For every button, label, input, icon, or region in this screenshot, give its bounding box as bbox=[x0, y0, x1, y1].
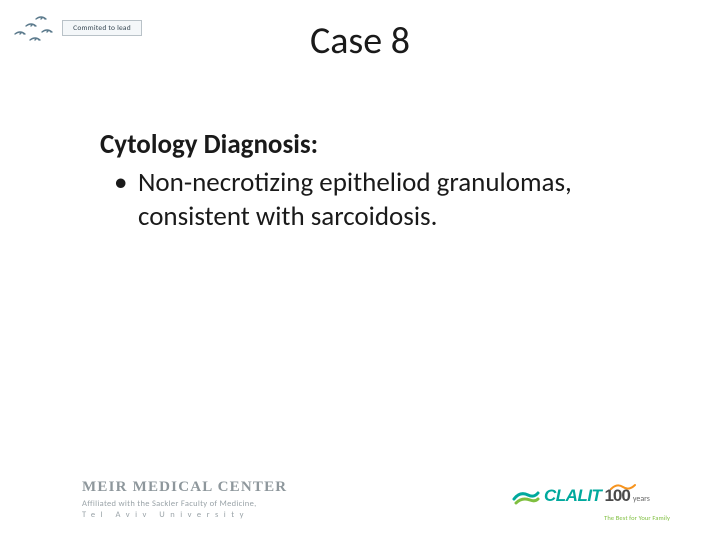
clalit-brand: CLALIT bbox=[544, 486, 601, 506]
diagnosis-heading: Cytology Diagnosis: bbox=[100, 128, 620, 162]
clalit-logo: CLALIT 100 years bbox=[512, 476, 672, 516]
meir-logo: MEIR MEDICAL CENTER Affiliated with the … bbox=[82, 479, 382, 520]
content-block: Cytology Diagnosis: Non-necrotizing epit… bbox=[100, 128, 620, 233]
clalit-subtitle: The Best for Your Family bbox=[604, 514, 670, 522]
bullet-list: Non-necrotizing epitheliod granulomas, c… bbox=[100, 166, 620, 234]
slide: Commited to lead Case 8 Cytology Diagnos… bbox=[0, 0, 720, 540]
meir-university: Tel Aviv University bbox=[82, 510, 382, 520]
clalit-text: CLALIT 100 years bbox=[544, 486, 650, 506]
swirl-icon bbox=[610, 482, 636, 492]
clalit-years: years bbox=[633, 494, 650, 504]
bullet-item: Non-necrotizing epitheliod granulomas, c… bbox=[100, 166, 620, 234]
clalit-mark-icon bbox=[512, 485, 540, 507]
slide-title: Case 8 bbox=[0, 18, 720, 64]
meir-affiliation: Affiliated with the Sackler Faculty of M… bbox=[82, 499, 382, 509]
meir-name: MEIR MEDICAL CENTER bbox=[82, 479, 382, 496]
clalit-hundred: 100 bbox=[604, 486, 629, 506]
footer: MEIR MEDICAL CENTER Affiliated with the … bbox=[0, 466, 720, 526]
